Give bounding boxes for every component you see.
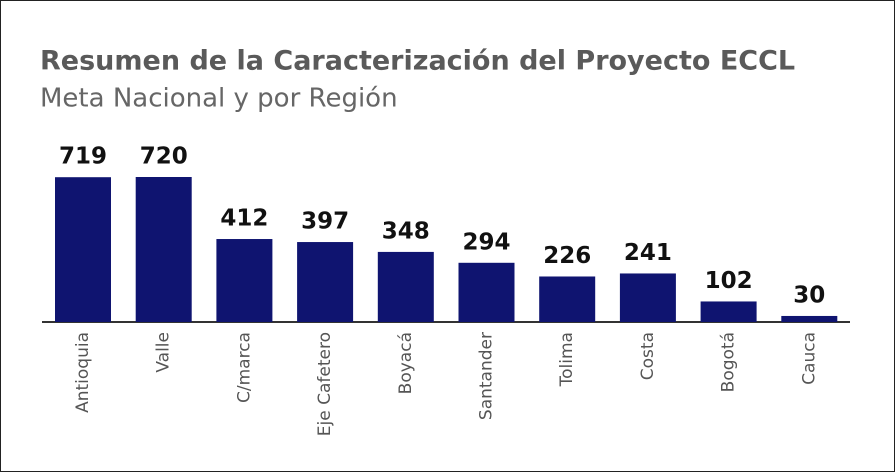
x-tick-label: Valle <box>154 332 174 373</box>
bar <box>619 273 676 322</box>
bar <box>700 301 757 322</box>
bar <box>458 262 515 322</box>
chart-title: Resumen de la Caracterización del Proyec… <box>40 46 795 77</box>
value-label: 241 <box>624 240 672 266</box>
value-label: 412 <box>220 206 268 232</box>
bar <box>781 315 838 322</box>
value-label: 348 <box>382 218 430 244</box>
value-label: 294 <box>462 229 510 255</box>
bar <box>539 276 596 322</box>
chart-subtitle: Meta Nacional y por Región <box>40 84 398 114</box>
bar <box>55 177 111 322</box>
x-tick-label: Tolima <box>557 332 577 387</box>
bar <box>377 251 434 322</box>
bar <box>297 242 354 322</box>
x-tick-label: Santander <box>477 332 497 420</box>
value-label: 720 <box>140 144 188 170</box>
bar <box>216 239 273 322</box>
x-tick-label: Cauca <box>799 332 819 385</box>
bar <box>135 177 192 322</box>
x-tick-label: C/marca <box>234 332 254 403</box>
x-tick-label: Antioquia <box>73 332 93 413</box>
value-label: 30 <box>793 282 825 308</box>
x-tick-label: Eje Cafetero <box>315 332 335 436</box>
x-tick-label: Costa <box>638 332 658 380</box>
value-label: 719 <box>59 144 107 170</box>
x-tick-label: Boyacá <box>396 332 416 394</box>
value-label: 226 <box>543 243 591 269</box>
value-label: 102 <box>705 268 753 294</box>
x-tick-label: Bogotá <box>719 332 739 392</box>
value-label: 397 <box>301 209 349 235</box>
